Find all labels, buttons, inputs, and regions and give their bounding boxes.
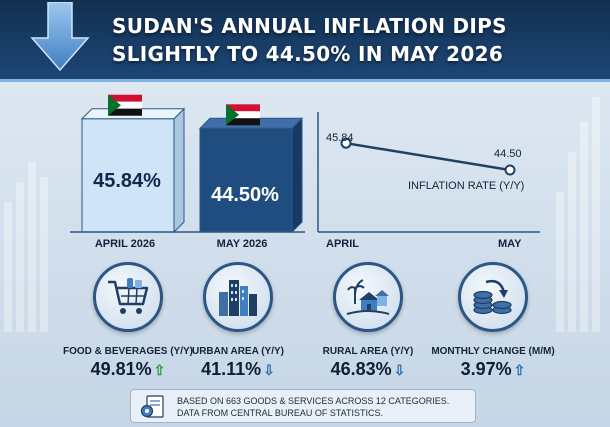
shopping-cart-icon (108, 278, 149, 314)
background-bars-decoration (4, 97, 600, 332)
title-line-1: SUDAN'S ANNUAL INFLATION DIPS (112, 14, 507, 38)
bar-1 (198, 104, 304, 234)
up-arrow-icon: ⇧ (153, 362, 166, 378)
stat-value: 46.83% ⇩ (298, 359, 438, 380)
down-arrow-icon: ⇩ (393, 362, 406, 378)
stat-value: 49.81% ⇧ (58, 359, 198, 380)
line-point-0 (340, 137, 352, 149)
footnote-line-1: BASED ON 663 GOODS & SERVICES ACROSS 12 … (177, 396, 450, 406)
stat-value-text: 49.81% (90, 359, 152, 379)
stat-value-text: 41.11% (201, 359, 262, 379)
line-point-1 (504, 164, 516, 176)
monthly-circle (458, 262, 528, 332)
line-point-label-may: 44.50 (494, 148, 522, 160)
line-point-label-april: 45.84 (326, 132, 354, 144)
page-title: SUDAN'S ANNUAL INFLATION DIPS SLIGHTLY T… (112, 12, 602, 68)
up-arrow-icon: ⇧ (513, 362, 526, 378)
footnote-text: BASED ON 663 GOODS & SERVICES ACROSS 12 … (177, 395, 449, 419)
bar-0 (80, 94, 186, 234)
stat-label: MONTHLY CHANGE (M/M) (431, 346, 555, 357)
bar-value-may: 44.50% (211, 184, 279, 206)
line-chart-svg (317, 112, 540, 233)
bar-value-april: 45.84% (93, 170, 161, 192)
down-arrow-icon: ⇩ (263, 362, 275, 378)
line-x-label-april: APRIL (326, 238, 359, 250)
stat-label: URBAN AREA (Y/Y) (191, 346, 285, 357)
bar-front (81, 118, 175, 233)
stat-rural-area: RURAL AREA (Y/Y) 46.83% ⇩ (298, 262, 438, 382)
stat-urban-area: URBAN AREA (Y/Y) 41.11% ⇩ (168, 262, 308, 382)
stat-value-text: 3.97% (460, 359, 512, 379)
bar-chart-svg (70, 94, 305, 234)
bar-category-april: APRIL 2026 (94, 238, 156, 250)
bar-side (173, 107, 185, 234)
line-x-label-may: MAY (498, 238, 522, 250)
footnote-line-2: DATA FROM CENTRAL BUREAU OF STATISTICS. (177, 408, 384, 418)
bar-chart: 45.84% 44.50% APRIL 2026 MAY 2026 (60, 90, 310, 260)
stat-food-beverages: FOOD & BEVERAGES (Y/Y) 49.81% ⇧ (58, 262, 198, 382)
stat-label: FOOD & BEVERAGES (Y/Y) (62, 346, 193, 357)
stat-value: 41.11% ⇩ (168, 359, 308, 380)
bar-front (199, 127, 293, 233)
bar-category-may: MAY 2026 (216, 238, 268, 250)
stat-value-text: 46.83% (330, 359, 392, 379)
stat-label: RURAL AREA (Y/Y) (322, 346, 414, 357)
food-circle (93, 262, 163, 332)
urban-circle (203, 262, 273, 332)
bar-side (291, 117, 303, 234)
header-banner: SUDAN'S ANNUAL INFLATION DIPS SLIGHTLY T… (0, 0, 610, 82)
title-line-2: SLIGHTLY TO 44.50% IN MAY 2026 (112, 42, 504, 66)
line-series-label: INFLATION RATE (Y/Y) (408, 180, 525, 192)
down-arrow-icon (30, 2, 90, 72)
stat-monthly-change: MONTHLY CHANGE (M/M) 3.97% ⇧ (423, 262, 563, 382)
line-series (345, 141, 511, 172)
line-chart: 45.84 44.50 INFLATION RATE (Y/Y) APRIL M… (312, 110, 544, 260)
sudan-flag-icon (108, 94, 142, 116)
document-gear-icon (140, 395, 164, 418)
stat-value: 3.97% ⇧ (423, 359, 563, 380)
sudan-flag-icon (226, 104, 260, 126)
rural-houses-icon (346, 279, 390, 315)
coin-stack-icon (473, 279, 512, 315)
footnote-box: BASED ON 663 GOODS & SERVICES ACROSS 12 … (130, 389, 476, 423)
rural-circle (333, 262, 403, 332)
city-buildings-icon (219, 280, 257, 316)
